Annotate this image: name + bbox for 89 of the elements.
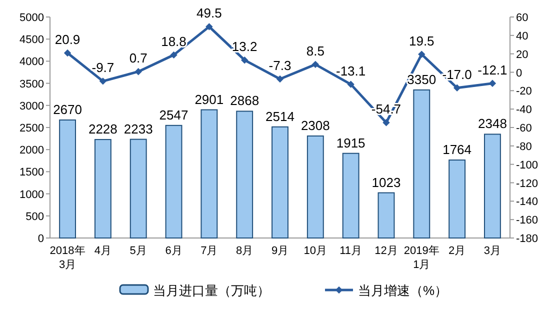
x-tick-label: 9月 <box>271 245 289 257</box>
y2-tick-label: 40 <box>516 30 528 42</box>
data-label: 20.9 <box>54 32 80 48</box>
x-tick-label: 10月 <box>304 245 328 257</box>
bar <box>306 135 324 238</box>
data-label: -9.7 <box>92 60 114 76</box>
point <box>418 50 426 58</box>
y-tick-label: 1000 <box>20 188 44 201</box>
y2-tick-label: -140 <box>516 196 538 208</box>
data-label: 2233 <box>124 121 153 136</box>
bar <box>236 110 254 238</box>
point <box>488 80 496 87</box>
x-tick-label: 7月 <box>200 245 218 257</box>
data-label: 2308 <box>300 118 330 133</box>
y2-tick-label: -120 <box>516 178 538 190</box>
bar <box>342 152 360 238</box>
point <box>134 68 142 76</box>
bar <box>484 134 501 238</box>
point <box>170 51 178 59</box>
data-label: 2901 <box>194 92 224 107</box>
y2-tick-label: 20 <box>516 48 528 61</box>
point <box>347 80 354 88</box>
point <box>206 23 213 30</box>
x-tick-label: 3月 <box>484 245 502 257</box>
data-label: 2547 <box>159 107 188 122</box>
x-tick-label: 2019年 1月 <box>404 245 440 271</box>
y2-tick-label: 0 <box>516 67 522 80</box>
x-tick-label: 6月 <box>165 245 182 257</box>
data-label: 8.5 <box>306 43 324 58</box>
legend-label: 当月增速（%） <box>358 283 448 298</box>
y-tick-label: 2000 <box>20 144 44 157</box>
data-label: -17.0 <box>442 66 472 82</box>
bar <box>59 119 76 238</box>
x-tick-label: 11月 <box>340 245 362 257</box>
data-label: 19.5 <box>408 33 434 48</box>
bar <box>165 124 182 238</box>
y2-tick-label: -180 <box>516 233 538 245</box>
y-tick-label: 2500 <box>20 122 44 134</box>
data-label: 13.2 <box>232 39 258 54</box>
point <box>312 60 320 68</box>
data-label: 2514 <box>266 108 294 124</box>
data-label: -12.1 <box>478 62 508 78</box>
y-tick-label: 500 <box>26 210 44 223</box>
data-label: -13.1 <box>336 63 366 78</box>
data-label: 18.8 <box>161 34 186 49</box>
bar <box>448 160 466 238</box>
data-label: 1764 <box>442 142 472 158</box>
legend-label: 当月进口量（万吨） <box>153 283 270 298</box>
data-label: 49.5 <box>196 6 222 21</box>
y2-tick-label: -160 <box>516 214 538 227</box>
bar <box>94 139 112 238</box>
y2-tick-label: -80 <box>516 140 532 153</box>
y-tick-label: 0 <box>38 233 44 245</box>
data-label: 2670 <box>53 102 82 117</box>
bar <box>130 138 147 238</box>
data-label: -7.3 <box>268 58 292 73</box>
x-tick-label: 5月 <box>130 245 147 257</box>
data-label: 0.7 <box>129 50 148 66</box>
point <box>64 49 72 57</box>
data-label: 2348 <box>478 116 507 132</box>
x-tick-label: 2月 <box>448 245 466 257</box>
bar <box>413 89 430 238</box>
point <box>382 119 390 126</box>
x-tick-label: 2018年 3月 <box>50 245 86 271</box>
data-label: 2228 <box>88 122 118 137</box>
data-label: 1915 <box>336 135 366 150</box>
y-tick-label: 1500 <box>20 166 44 179</box>
bar <box>200 109 218 238</box>
data-label: 1023 <box>372 174 401 190</box>
y-tick-label: 3500 <box>20 78 44 90</box>
data-label: 2868 <box>230 93 260 108</box>
y2-tick-label: -60 <box>516 122 532 134</box>
point <box>276 75 284 83</box>
point <box>99 78 107 85</box>
y2-tick-label: -20 <box>516 86 532 98</box>
bar <box>378 192 395 238</box>
x-tick-label: 8月 <box>236 245 254 257</box>
y2-tick-label: 60 <box>516 12 528 24</box>
point <box>240 56 248 64</box>
y-tick-label: 3000 <box>20 100 44 112</box>
x-tick-label: 4月 <box>94 245 112 257</box>
y2-tick-label: -100 <box>516 159 538 172</box>
y-tick-label: 4500 <box>20 34 44 46</box>
x-tick-label: 12月 <box>374 245 398 257</box>
bar <box>272 126 288 238</box>
y-tick-label: 5000 <box>20 12 44 24</box>
y2-tick-label: -40 <box>516 104 532 116</box>
y-tick-label: 4000 <box>20 56 44 68</box>
point <box>453 84 461 92</box>
